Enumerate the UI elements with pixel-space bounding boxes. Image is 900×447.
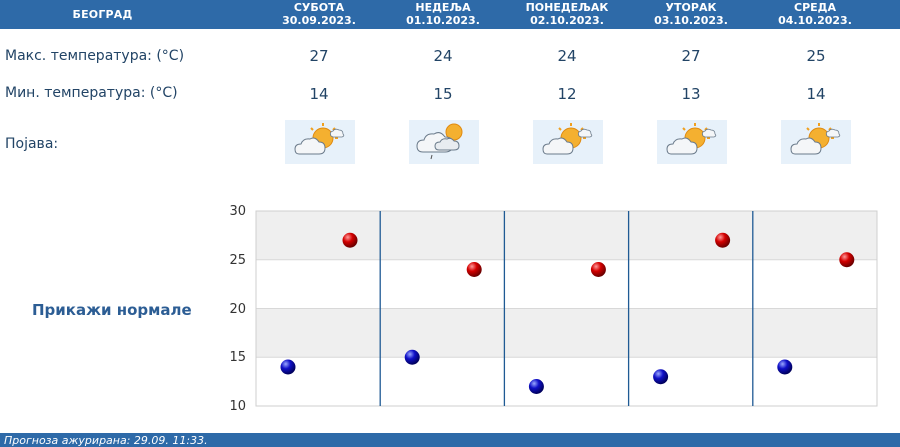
min-temp-value: 14: [806, 85, 826, 103]
max-temp-value: 25: [806, 47, 826, 65]
day-date: 02.10.2023.: [530, 14, 604, 27]
day-header-5: СРЕДА 04.10.2023.: [750, 1, 880, 27]
weather-label: Појава:: [5, 136, 59, 152]
footer-bar: Прогноза ажурирана: 29.09. 11:33.: [0, 433, 900, 447]
partly-sunny-icon: [781, 120, 851, 164]
day-header-2: НЕДЕЉА 01.10.2023.: [378, 1, 508, 27]
y-tick-label: 15: [229, 350, 246, 365]
max-temp-marker: [715, 232, 731, 248]
max-temp-label: Макс. температура: (°C): [5, 48, 185, 64]
max-temp-marker: [342, 232, 358, 248]
max-temp-marker: [466, 262, 482, 277]
min-temp-value: 15: [433, 85, 453, 103]
min-temp-marker: [404, 349, 420, 365]
max-temp-value: 24: [433, 47, 453, 65]
y-tick-label: 30: [229, 204, 246, 219]
day-name: СУБОТА: [293, 1, 345, 14]
day-date: 30.09.2023.: [282, 14, 356, 27]
day-name: НЕДЕЉА: [415, 1, 471, 14]
min-temp-marker: [528, 379, 544, 394]
partly-sunny-icon: [285, 120, 355, 164]
min-temp-value: 14: [309, 85, 329, 103]
chart-band: [256, 308, 877, 358]
min-temp-marker: [653, 369, 669, 385]
header-bar: БЕОГРАД СУБОТА 30.09.2023. НЕДЕЉА 01.10.…: [0, 0, 900, 29]
partly-sunny-icon: [657, 120, 727, 164]
day-date: 03.10.2023.: [654, 14, 728, 27]
max-temp-marker: [839, 252, 855, 268]
y-tick-label: 20: [229, 302, 246, 317]
day-header-1: СУБОТА 30.09.2023.: [254, 1, 384, 27]
max-temp-value: 27: [681, 47, 701, 65]
chart-frame: [255, 210, 878, 407]
max-temp-marker: [590, 262, 606, 277]
day-name: СРЕДА: [794, 1, 836, 14]
y-tick-label: 10: [229, 399, 246, 414]
day-name: ПОНЕДЕЉАК: [525, 1, 609, 14]
min-temp-label: Мин. температура: (°C): [5, 85, 178, 101]
min-temp-value: 13: [681, 85, 701, 103]
day-date: 01.10.2023.: [406, 14, 480, 27]
min-temp-marker: [777, 359, 793, 375]
min-temp-value: 12: [557, 85, 577, 103]
partly-sunny-icon: [533, 120, 603, 164]
chart-band: [256, 259, 877, 309]
day-header-4: УТОРАК 03.10.2023.: [626, 1, 756, 27]
day-name: УТОРАК: [665, 1, 717, 14]
max-temp-value: 24: [557, 47, 577, 65]
cloud-sun-drizzle-icon: [409, 120, 479, 164]
day-date: 04.10.2023.: [778, 14, 852, 27]
day-header-3: ПОНЕДЕЉАК 02.10.2023.: [502, 1, 632, 27]
chart-band: [256, 357, 877, 406]
chart-band: [256, 211, 877, 260]
max-temp-value: 27: [309, 47, 329, 65]
show-normals-link[interactable]: Прикажи нормале: [32, 301, 192, 319]
y-tick-label: 25: [229, 253, 246, 268]
min-temp-marker: [280, 359, 296, 375]
city-name: БЕОГРАД: [72, 8, 133, 21]
forecast-updated-text: Прогноза ажурирана: 29.09. 11:33.: [4, 434, 208, 447]
